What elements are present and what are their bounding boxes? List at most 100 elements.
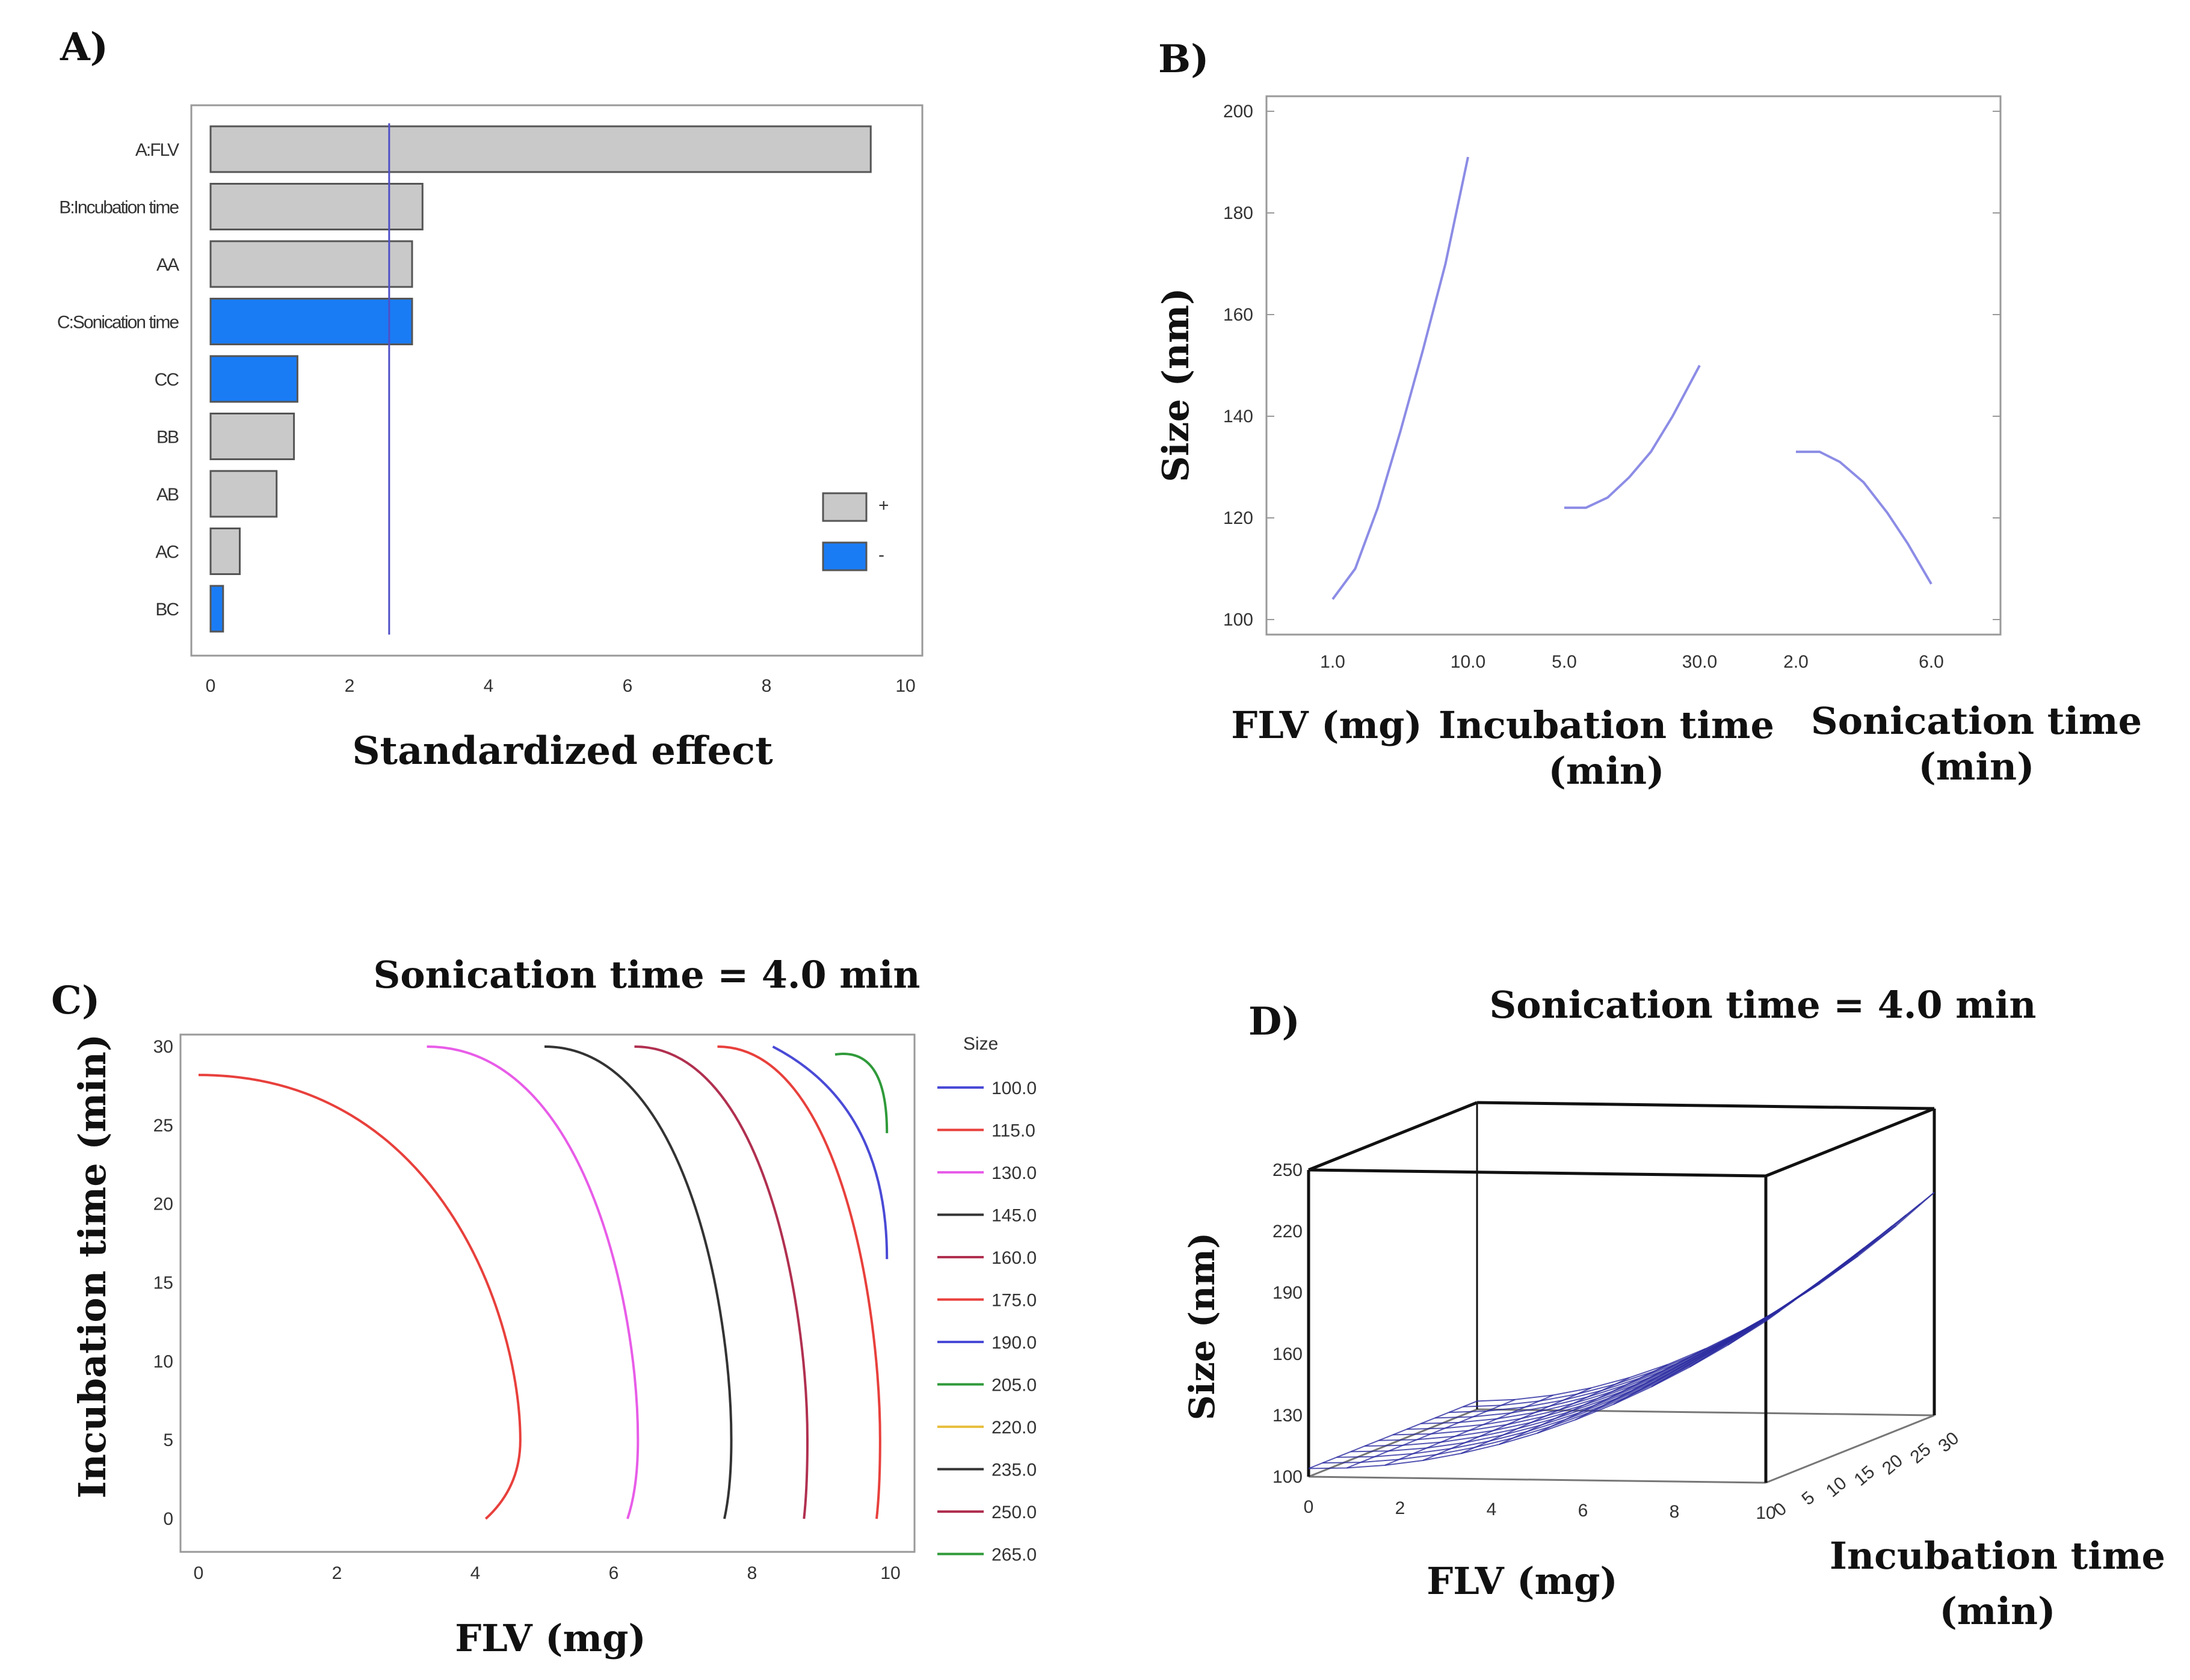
contour-x-tick: 10 bbox=[880, 1563, 900, 1583]
pareto-category-label: B:Incubation time bbox=[59, 198, 179, 218]
contour-y-tick: 10 bbox=[153, 1352, 173, 1371]
main-effects-factor-label-unit: (min) bbox=[1549, 749, 1665, 793]
surface-y-tick: 5 bbox=[1798, 1488, 1819, 1509]
surface-z-tick: 250 bbox=[1272, 1160, 1303, 1180]
main-effects-y-tick: 140 bbox=[1223, 407, 1253, 426]
main-effect-curve bbox=[1331, 156, 1469, 600]
contour-legend-label: 190.0 bbox=[992, 1333, 1037, 1353]
main-effects-y-tick: 120 bbox=[1223, 508, 1253, 528]
panel-d-label: D) bbox=[1248, 999, 1300, 1044]
pareto-x-axis-label: Standardized effect bbox=[352, 728, 773, 774]
panel-b-label: B) bbox=[1158, 37, 1209, 82]
pareto-bar bbox=[209, 470, 278, 518]
surface-box-edge bbox=[1476, 1101, 1935, 1110]
contour-y-tick: 15 bbox=[153, 1273, 173, 1293]
contour-line bbox=[834, 1053, 889, 1133]
surface-box-edge bbox=[1765, 1414, 1935, 1484]
main-effects-plot-frame bbox=[1265, 95, 2002, 636]
pareto-chart: A:FLV B:Incubation time AA C:Sonication tim… bbox=[57, 104, 924, 774]
contour-y-tick: 0 bbox=[163, 1509, 173, 1529]
pareto-category-label: AA bbox=[156, 255, 179, 275]
surface-mesh-line bbox=[1463, 1203, 1921, 1408]
contour-line bbox=[717, 1045, 881, 1519]
contour-line bbox=[634, 1045, 809, 1519]
contour-line bbox=[544, 1045, 733, 1519]
pareto-bar bbox=[209, 355, 298, 403]
surface-y-tick: 30 bbox=[1935, 1428, 1963, 1456]
surface-z-tick: 220 bbox=[1272, 1222, 1303, 1242]
contour-line bbox=[772, 1045, 889, 1260]
pareto-category-label: AC bbox=[155, 543, 179, 562]
main-effects-x-tick: 5.0 bbox=[1552, 652, 1577, 672]
main-effects-factor-label: FLV (mg) bbox=[1231, 703, 1422, 747]
main-effects-factor-label: Sonication time bbox=[1811, 699, 2142, 743]
contour-legend-title: Size bbox=[963, 1034, 998, 1054]
contour-legend-label: 175.0 bbox=[992, 1291, 1037, 1311]
pareto-category-label: BC bbox=[155, 600, 179, 620]
contour-y-tick: 5 bbox=[163, 1430, 173, 1450]
contour-legend-label: 250.0 bbox=[992, 1503, 1037, 1522]
panel-a-label: A) bbox=[60, 25, 108, 70]
contour-legend-label: 265.0 bbox=[992, 1545, 1037, 1565]
main-effects-x-tick: 2.0 bbox=[1783, 652, 1809, 672]
pareto-legend-swatch bbox=[822, 541, 868, 571]
pareto-legend-label: + bbox=[878, 496, 889, 515]
surface-y-axis-label-line2: (min) bbox=[1940, 1589, 2056, 1633]
contour-y-tick: 20 bbox=[153, 1195, 173, 1214]
pareto-category-label: CC bbox=[155, 370, 179, 390]
contour-title: Sonication time = 4.0 min bbox=[374, 953, 921, 997]
surface-chart: Sonication time = 4.0 min 0 2 4 6 8 10 05 10 15… bbox=[1182, 983, 2165, 1633]
surface-mesh-line bbox=[1350, 1290, 1809, 1453]
pareto-x-tick: 0 bbox=[206, 676, 216, 696]
surface-mesh-line bbox=[1420, 1236, 1879, 1424]
pareto-bar bbox=[209, 298, 413, 345]
contour-legend-label: 100.0 bbox=[992, 1078, 1037, 1098]
main-effects-x-tick: 6.0 bbox=[1919, 652, 1944, 672]
contour-legend-label: 115.0 bbox=[992, 1121, 1035, 1141]
contour-x-axis-label: FLV (mg) bbox=[455, 1616, 646, 1660]
contour-line bbox=[427, 1045, 640, 1519]
pareto-bar bbox=[209, 183, 424, 230]
contour-legend-label: 220.0 bbox=[992, 1418, 1037, 1438]
main-effects-factor-label-unit: (min) bbox=[1919, 745, 2035, 789]
surface-x-tick: 10 bbox=[1756, 1503, 1775, 1523]
surface-z-tick: 190 bbox=[1272, 1283, 1303, 1303]
contour-legend-label: 205.0 bbox=[992, 1376, 1037, 1395]
surface-mesh-line bbox=[1336, 1300, 1795, 1458]
pareto-category-label: BB bbox=[156, 428, 179, 448]
pareto-plot-frame bbox=[190, 104, 924, 657]
surface-x-tick: 2 bbox=[1395, 1498, 1405, 1518]
surface-x-tick: 6 bbox=[1578, 1501, 1588, 1521]
contour-x-tick: 2 bbox=[332, 1563, 342, 1583]
pareto-category-label: C:Sonication time bbox=[57, 313, 179, 333]
main-effects-y-axis-label: Size (nm) bbox=[1155, 288, 1197, 482]
surface-z-tick: 160 bbox=[1272, 1344, 1303, 1364]
surface-box-edge bbox=[1765, 1107, 1935, 1178]
contour-legend-label: 130.0 bbox=[992, 1163, 1037, 1183]
surface-mesh-line bbox=[1434, 1225, 1893, 1419]
surface-x-axis-label: FLV (mg) bbox=[1427, 1559, 1618, 1603]
panel-c-label: C) bbox=[51, 978, 100, 1023]
surface-y-tick: 10 bbox=[1822, 1473, 1851, 1501]
surface-box-edge bbox=[1308, 1168, 1766, 1178]
surface-mesh-line bbox=[1449, 1214, 1907, 1414]
pareto-bar bbox=[209, 240, 413, 288]
main-effects-x-tick: 30.0 bbox=[1682, 652, 1717, 672]
pareto-x-tick: 10 bbox=[895, 676, 915, 696]
pareto-category-label: AB bbox=[156, 485, 179, 505]
main-effects-x-tick: 10.0 bbox=[1451, 652, 1485, 672]
pareto-category-label: A:FLV bbox=[135, 140, 179, 160]
surface-x-tick: 8 bbox=[1670, 1502, 1680, 1522]
pareto-legend-label: - bbox=[878, 545, 884, 565]
contour-x-tick: 6 bbox=[609, 1563, 619, 1583]
main-effects-y-tick: 160 bbox=[1223, 305, 1253, 325]
pareto-bar bbox=[209, 528, 241, 575]
pareto-bar bbox=[209, 413, 295, 460]
contour-chart: Sonication time = 4.0 min 0 2 4 6 8 10 0 5 10 15… bbox=[70, 953, 1037, 1660]
surface-title: Sonication time = 4.0 min bbox=[1490, 983, 2037, 1027]
main-effects-factor-label: Incubation time bbox=[1439, 703, 1774, 747]
contour-y-tick: 25 bbox=[153, 1116, 173, 1136]
contour-line bbox=[198, 1074, 522, 1520]
